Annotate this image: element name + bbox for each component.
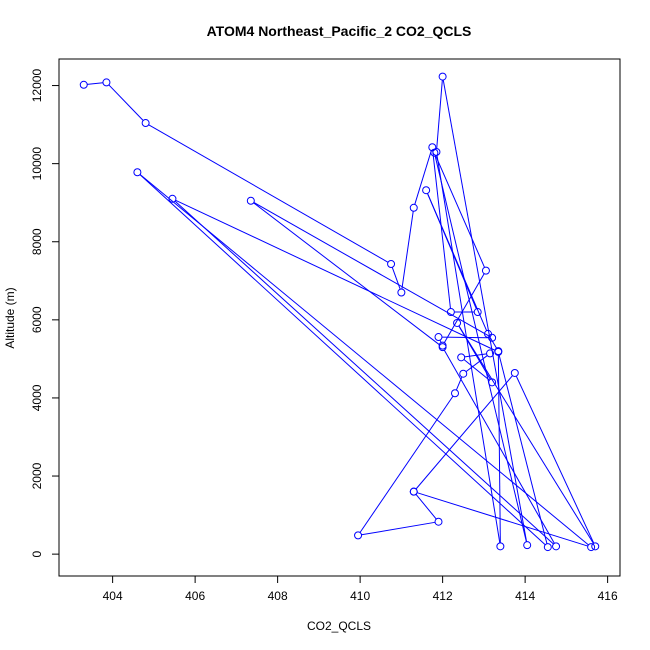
data-point — [438, 72, 447, 81]
data-point — [523, 541, 532, 550]
x-tick-label: 404 — [103, 589, 123, 603]
data-point — [438, 343, 447, 352]
series-segment — [175, 199, 496, 351]
series-points — [79, 72, 600, 552]
data-point — [457, 353, 466, 362]
data-point — [453, 318, 462, 327]
series-segment — [87, 82, 104, 85]
data-point — [409, 203, 418, 212]
data-point — [102, 78, 111, 87]
series-segment — [458, 325, 594, 544]
y-tick-label: 4000 — [30, 384, 44, 411]
data-point — [438, 341, 447, 350]
x-tick-label: 406 — [185, 589, 205, 603]
series-segment — [108, 84, 144, 121]
series-segment — [498, 355, 548, 544]
y-tick-label: 8000 — [30, 228, 44, 255]
data-point — [387, 260, 396, 268]
data-point — [246, 196, 255, 205]
series-segment — [253, 202, 441, 346]
data-point — [587, 543, 596, 552]
y-tick-label: 2000 — [30, 462, 44, 489]
series-segment — [148, 124, 389, 263]
series-segment — [515, 375, 595, 544]
data-point — [451, 389, 459, 398]
series-segment — [174, 200, 554, 545]
data-point — [79, 80, 88, 89]
series-segment — [359, 395, 454, 533]
series-segment — [139, 174, 589, 546]
data-point — [434, 333, 443, 342]
series-segment — [139, 174, 546, 546]
series-segment — [427, 193, 488, 331]
series-segment — [463, 359, 490, 381]
series-segment — [415, 375, 513, 490]
x-tick-label: 414 — [515, 589, 535, 603]
data-point — [552, 542, 561, 551]
series-segment — [436, 155, 501, 543]
x-tick-label: 416 — [598, 589, 618, 603]
x-axis: 404 406 408 410 412 414 416 — [103, 575, 618, 603]
series-segment — [436, 80, 443, 149]
data-point — [494, 347, 503, 356]
series-lines — [87, 79, 595, 547]
x-axis-label: CO2_QCLS — [307, 619, 371, 633]
data-point — [354, 531, 363, 540]
series-segment — [464, 353, 487, 358]
data-point — [133, 168, 142, 177]
series-segment — [443, 349, 555, 544]
series-segment — [465, 355, 488, 373]
y-tick-label: 0 — [30, 550, 44, 557]
x-tick-label: 412 — [433, 589, 453, 603]
series-segment — [455, 376, 463, 391]
data-point — [496, 542, 505, 551]
chart-title: ATOM4 Northeast_Pacific_2 CO2_QCLS — [207, 23, 472, 39]
series-segment — [435, 155, 485, 268]
series-segment — [361, 521, 436, 536]
data-point — [488, 333, 497, 342]
series-segment — [391, 267, 401, 290]
x-tick-label: 408 — [268, 589, 288, 603]
y-tick-label: 10000 — [30, 147, 44, 181]
data-point — [434, 517, 443, 526]
data-point — [481, 266, 490, 275]
data-point — [428, 143, 437, 152]
data-point — [446, 308, 455, 317]
series-segment — [253, 202, 490, 337]
series-segment — [442, 79, 528, 542]
series-segment — [458, 325, 491, 380]
series-segment — [416, 492, 588, 547]
series-segment — [432, 150, 451, 309]
series-segment — [443, 273, 485, 343]
data-point — [430, 148, 439, 157]
data-point — [591, 542, 600, 551]
y-axis-label: Altitude (m) — [3, 287, 17, 348]
y-tick-label: 12000 — [30, 69, 44, 103]
series-segment — [401, 211, 414, 290]
series-segment — [434, 156, 527, 542]
data-point — [397, 288, 406, 297]
y-tick-label: 6000 — [30, 306, 44, 333]
data-point — [510, 368, 519, 377]
y-axis: 0 2000 4000 6000 8000 10000 12000 — [30, 69, 60, 557]
data-point — [488, 378, 497, 387]
series-segment — [415, 494, 437, 520]
data-point — [409, 487, 418, 496]
data-point — [459, 369, 468, 378]
x-tick-label: 410 — [350, 589, 370, 603]
data-point — [543, 543, 552, 552]
series-segment — [489, 336, 497, 349]
data-point — [168, 194, 177, 203]
data-point — [141, 119, 150, 128]
data-point — [422, 186, 431, 195]
data-point — [473, 308, 482, 317]
series-segment — [414, 150, 432, 205]
data-point — [486, 349, 495, 358]
